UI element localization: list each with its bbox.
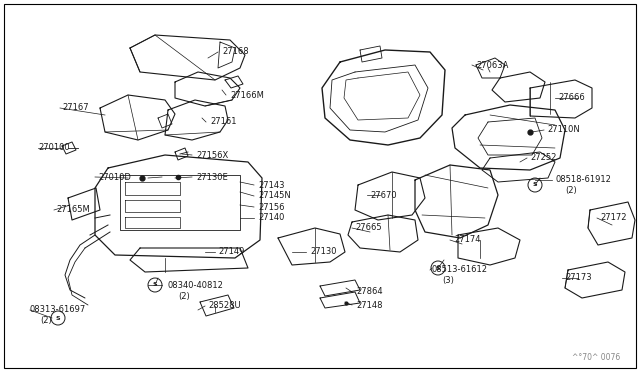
Text: 08518-61912: 08518-61912 [555,176,611,185]
Text: S: S [532,183,538,187]
Text: 28528U: 28528U [208,301,241,311]
Text: 27174: 27174 [454,235,481,244]
Text: 27110N: 27110N [547,125,580,135]
Text: 27161: 27161 [210,118,237,126]
Text: 27165M: 27165M [56,205,90,215]
Text: 27665: 27665 [355,224,381,232]
Text: 27670: 27670 [370,190,397,199]
Text: 27167: 27167 [62,103,88,112]
Text: 27149: 27149 [218,247,244,257]
Text: 27156: 27156 [258,202,285,212]
Text: ^°70^ 0076: ^°70^ 0076 [572,353,620,362]
Text: 27156X: 27156X [196,151,228,160]
Text: 27252: 27252 [530,154,556,163]
Text: 270100: 270100 [38,144,70,153]
Text: (2): (2) [565,186,577,196]
Text: S: S [56,315,60,321]
Text: 08513-61612: 08513-61612 [432,266,488,275]
Text: 27864: 27864 [356,288,383,296]
Text: 27172: 27172 [600,214,627,222]
Text: 27010D: 27010D [98,173,131,182]
Text: 27143: 27143 [258,180,285,189]
Text: (2): (2) [178,292,189,301]
Text: 27166M: 27166M [230,90,264,99]
Text: 27063A: 27063A [476,61,508,70]
Text: 27140: 27140 [258,214,284,222]
Text: 27666: 27666 [558,93,585,103]
Text: 08313-61697: 08313-61697 [30,305,86,314]
Text: 27130E: 27130E [196,173,228,182]
Text: (3): (3) [442,276,454,285]
Text: 08340-40812: 08340-40812 [168,280,224,289]
Text: S: S [436,266,440,270]
Text: (2): (2) [40,317,52,326]
Text: 27148: 27148 [356,301,383,310]
Text: 27145N: 27145N [258,192,291,201]
Text: 27130: 27130 [310,247,337,257]
Text: S: S [153,282,157,288]
Text: 27173: 27173 [565,273,591,282]
Text: 27168: 27168 [222,48,248,57]
